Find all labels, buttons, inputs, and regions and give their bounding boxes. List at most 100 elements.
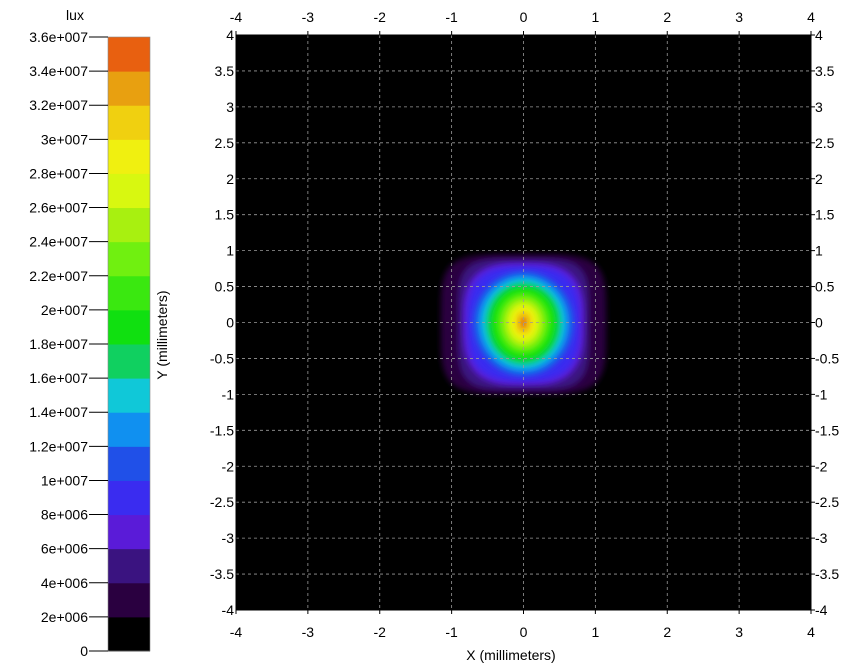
y-tick-label: -3.5 — [815, 566, 839, 582]
x-tick-label: 3 — [735, 624, 743, 640]
y-tick-label: -1.5 — [815, 422, 839, 438]
y-tick-label: 2.5 — [815, 135, 835, 151]
y-tick-label: 1 — [226, 243, 234, 259]
y-tick-label: -4 — [815, 602, 828, 618]
y-tick-label: -0.5 — [815, 350, 839, 366]
x-tick-label: -2 — [374, 624, 387, 640]
colorbar-tick-label: 1.2e+007 — [29, 438, 88, 454]
y-tick-label: 0.5 — [215, 279, 235, 295]
y-tick-label: 2 — [226, 171, 234, 187]
colorbar-tick-label: 1.6e+007 — [29, 370, 88, 386]
colorbar-band — [108, 378, 150, 413]
y-tick-label: 0.5 — [815, 279, 835, 295]
y-tick-label: -3 — [222, 530, 235, 546]
colorbar-unit-label: lux — [66, 7, 84, 23]
spot-contour-level — [521, 319, 526, 327]
colorbar-band — [108, 514, 150, 550]
colorbar-band — [108, 173, 150, 209]
x-tick-label: 3 — [735, 9, 743, 25]
x-tick-labels-top: -4 -3 -2 -1 0 1 2 3 4 — [230, 9, 815, 35]
y-tick-label: -3.5 — [210, 566, 234, 582]
y-tick-label: 1.5 — [215, 207, 235, 223]
x-tick-label: 1 — [591, 9, 599, 25]
colorbar-tick-label: 8e+006 — [41, 507, 88, 523]
colorbar-band — [108, 446, 150, 481]
x-axis-title: X (millimeters) — [466, 647, 555, 663]
colorbar-tick-label: 2.6e+007 — [29, 200, 88, 216]
x-tick-label: 2 — [663, 9, 671, 25]
y-tick-label: 1.5 — [815, 207, 835, 223]
y-tick-labels-right: 4 3.5 3 2.5 2 1.5 1 0.5 0 -0.5 -1 -1.5 -2 -2.5 -3 -3.5 -… — [811, 27, 839, 618]
y-tick-label: -2 — [815, 458, 828, 474]
colorbar-band — [108, 71, 150, 106]
colorbar-band — [108, 344, 150, 379]
x-tick-label: -4 — [230, 624, 243, 640]
x-tick-label: 2 — [663, 624, 671, 640]
colorbar-band — [108, 582, 150, 618]
x-tick-label: -1 — [445, 9, 458, 25]
colorbar-tick-labels: 3.6e+007 3.4e+007 3.2e+007 3e+007 2.8e+007 2.… — [29, 29, 108, 659]
colorbar-tick-label: 3.4e+007 — [29, 63, 88, 79]
colorbar-band — [108, 37, 150, 72]
y-tick-label: -2.5 — [815, 494, 839, 510]
colorbar-tick-label: 1.4e+007 — [29, 404, 88, 420]
y-tick-label: 1 — [815, 243, 823, 259]
y-tick-label: 3.5 — [215, 63, 235, 79]
x-tick-label: 0 — [520, 9, 528, 25]
colorbar-tick-label: 2.8e+007 — [29, 165, 88, 181]
colorbar-tick-label: 3.2e+007 — [29, 97, 88, 113]
y-tick-label: 2 — [815, 171, 823, 187]
x-tick-label: -3 — [302, 9, 315, 25]
y-tick-label: 4 — [226, 27, 234, 43]
colorbar-band — [108, 139, 150, 174]
x-tick-label: -4 — [230, 9, 243, 25]
colorbar-tick-label: 2e+007 — [41, 302, 88, 318]
x-tick-label: 0 — [520, 624, 528, 640]
colorbar-band — [108, 616, 150, 652]
y-tick-label: 0 — [226, 315, 234, 331]
colorbar-tick-label: 6e+006 — [41, 541, 88, 557]
y-tick-label: -2.5 — [210, 494, 234, 510]
colorbar-tick-label: 2e+006 — [41, 609, 88, 625]
y-tick-label: 0 — [815, 315, 823, 331]
x-tick-label: 4 — [807, 9, 815, 25]
y-tick-label: -2 — [222, 458, 235, 474]
x-tick-labels-bottom: -4 -3 -2 -1 0 1 2 3 4 — [230, 610, 815, 640]
x-tick-label: -3 — [302, 624, 315, 640]
x-tick-label: 1 — [591, 624, 599, 640]
colorbar-tick-label: 4e+006 — [41, 575, 88, 591]
colorbar-band — [108, 412, 150, 447]
colorbar-band — [108, 480, 150, 516]
y-tick-label: 2.5 — [215, 135, 235, 151]
y-tick-label: 3.5 — [815, 63, 835, 79]
colorbar-tick-label: 0 — [80, 643, 88, 659]
colorbar-tick-label: 3e+007 — [41, 131, 88, 147]
colorbar-band — [108, 548, 150, 584]
y-tick-label: -1 — [222, 386, 235, 402]
y-tick-label: -4 — [222, 602, 235, 618]
y-tick-label: -0.5 — [210, 350, 234, 366]
colorbar-band — [108, 275, 150, 311]
colorbar-band — [108, 105, 150, 140]
colorbar-tick-label: 1e+007 — [41, 472, 88, 488]
y-tick-label: 4 — [815, 27, 823, 43]
y-axis-title: Y (millimeters) — [154, 290, 170, 379]
colorbar-band — [108, 241, 150, 277]
y-tick-label: 3 — [226, 99, 234, 115]
x-tick-label: 4 — [807, 624, 815, 640]
colorbar-tick-label: 2.4e+007 — [29, 234, 88, 250]
y-tick-label: 3 — [815, 99, 823, 115]
y-tick-label: -1.5 — [210, 422, 234, 438]
colorbar — [107, 36, 151, 652]
x-tick-label: -2 — [374, 9, 387, 25]
y-tick-labels-left: 4 3.5 3 2.5 2 1.5 1 0.5 0 -0.5 -1 -1.5 -2 -2.5 -3 -3.5 -… — [210, 27, 234, 618]
colorbar-band — [108, 207, 150, 243]
x-tick-label: -1 — [445, 624, 458, 640]
colorbar-tick-label: 2.2e+007 — [29, 268, 88, 284]
y-tick-label: -3 — [815, 530, 828, 546]
colorbar-tick-label: 1.8e+007 — [29, 336, 88, 352]
y-tick-label: -1 — [815, 386, 828, 402]
colorbar-tick-label: 3.6e+007 — [29, 29, 88, 45]
colorbar-band — [108, 309, 150, 345]
